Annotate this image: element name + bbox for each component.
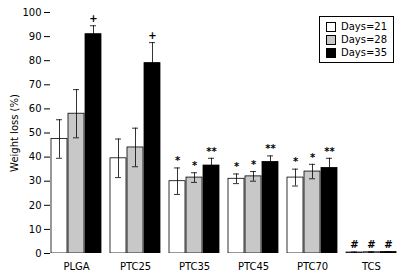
svg-text:60: 60: [29, 103, 42, 114]
svg-text:*: *: [251, 159, 257, 170]
svg-text:*: *: [293, 156, 299, 167]
html-text:Days=28: Days=28: [340, 34, 387, 45]
html-text:Days=21: Days=21: [340, 21, 387, 32]
svg-text:#: #: [367, 239, 375, 250]
svg-text:*: *: [192, 160, 198, 171]
svg-text:*: *: [175, 155, 181, 166]
html-text:Days=35: Days=35: [340, 47, 387, 58]
svg-text:#: #: [350, 239, 358, 250]
svg-text:50: 50: [29, 127, 42, 138]
svg-text:30: 30: [29, 175, 42, 186]
svg-text:20: 20: [29, 200, 42, 211]
svg-text:TCS: TCS: [361, 261, 381, 272]
svg-text:0: 0: [35, 248, 41, 259]
svg-text:PTC70: PTC70: [297, 261, 328, 272]
svg-text:**: **: [265, 143, 276, 154]
svg-text:90: 90: [29, 31, 42, 42]
svg-text:+: +: [148, 30, 156, 41]
svg-text:10: 10: [29, 224, 42, 235]
svg-text:#: #: [384, 239, 392, 250]
svg-text:*: *: [310, 152, 316, 163]
svg-text:70: 70: [29, 79, 42, 90]
svg-text:+: +: [89, 13, 97, 24]
svg-text:*: *: [234, 161, 240, 172]
svg-text:**: **: [206, 146, 217, 157]
svg-text:PTC45: PTC45: [238, 261, 269, 272]
svg-text:40: 40: [29, 151, 42, 162]
svg-text:PTC35: PTC35: [179, 261, 210, 272]
svg-text:PTC25: PTC25: [120, 261, 151, 272]
svg-text:PLGA: PLGA: [63, 261, 89, 272]
svg-text:**: **: [324, 146, 335, 157]
svg-text:80: 80: [29, 55, 42, 66]
svg-text:100: 100: [22, 7, 41, 18]
svg-text:Weight loss (%): Weight loss (%): [9, 94, 20, 172]
